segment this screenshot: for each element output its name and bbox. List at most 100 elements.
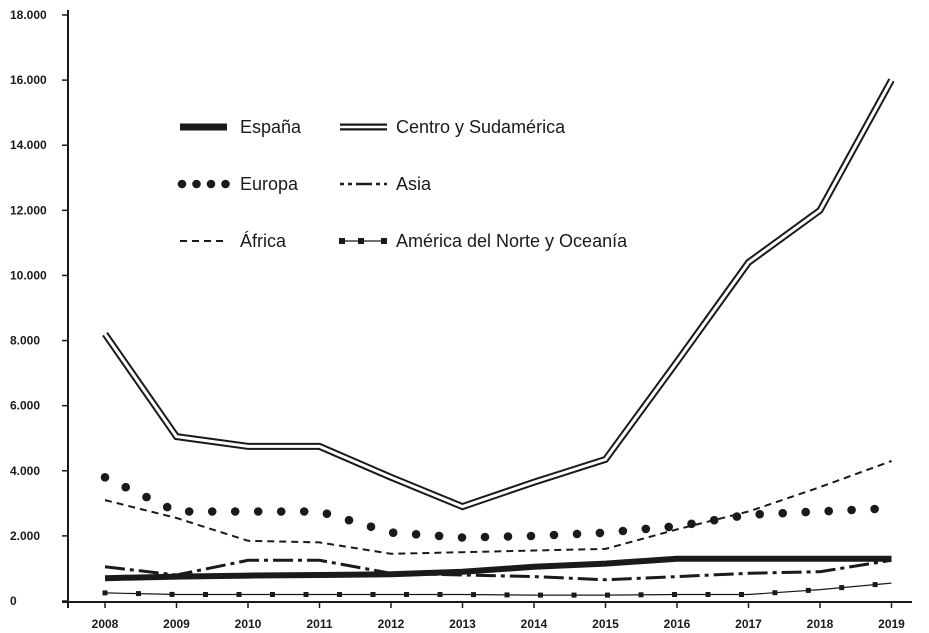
series-marker-america-norte-oceania	[203, 592, 208, 597]
series-dot-europa	[253, 507, 263, 516]
x-tick-label: 2016	[664, 617, 691, 631]
series-marker-america-norte-oceania	[638, 592, 644, 598]
y-ticks: 0 2.000 4.000 6.000 8.000 10.000 12.000 14.000 1…	[10, 8, 68, 608]
legend-label: Asia	[396, 174, 432, 194]
series-line-espana	[104, 555, 892, 582]
series-dot-europa	[526, 531, 536, 541]
x-tick-label: 2015	[592, 617, 619, 631]
x-tick-label: 2017	[735, 617, 762, 631]
legend-item: Centro y Sudamérica	[339, 117, 566, 137]
series-dot-europa	[411, 530, 421, 539]
series-marker-america-norte-oceania	[672, 592, 677, 597]
series-dot-europa	[778, 508, 787, 518]
series-marker-america-norte-oceania	[571, 592, 577, 598]
series-marker-america-norte-oceania	[437, 592, 443, 597]
series-1	[102, 78, 895, 511]
legend-swatch-dot	[177, 179, 187, 189]
series-marker-america-norte-oceania	[337, 592, 342, 597]
series-dot-europa	[184, 507, 194, 516]
series-marker-america-norte-oceania	[605, 592, 610, 598]
series-dot-europa	[299, 507, 309, 516]
series-dot-europa	[801, 507, 810, 517]
legend-label: África	[240, 231, 287, 251]
y-tick-label: 4.000	[10, 464, 40, 478]
series-dot-europa	[230, 507, 240, 516]
series-dot-europa	[162, 502, 172, 512]
x-tick-label: 2014	[521, 617, 548, 631]
series-dot-europa	[732, 512, 742, 521]
x-tick-label: 2012	[378, 617, 405, 631]
series-marker-america-norte-oceania	[471, 592, 476, 598]
series-marker-america-norte-oceania	[839, 585, 845, 591]
y-tick-label: 12.000	[10, 203, 47, 217]
series-marker-america-norte-oceania	[370, 592, 376, 597]
series-dot-europa	[121, 482, 130, 492]
series-dot-europa	[755, 509, 764, 519]
y-tick-label: 16.000	[10, 73, 47, 87]
x-tick-label: 2011	[306, 617, 332, 631]
x-tick-label: 2008	[92, 617, 119, 631]
series-2	[100, 473, 892, 542]
legend-swatch-dot	[221, 179, 230, 189]
y-tick-label: 18.000	[10, 8, 47, 22]
series-marker-america-norte-oceania	[102, 590, 108, 596]
series-dot-europa	[344, 515, 354, 525]
legend-swatch-marker	[381, 238, 387, 244]
series-marker-america-norte-oceania	[404, 592, 409, 597]
series-path-europa	[105, 477, 892, 537]
y-tick-label: 14.000	[10, 138, 47, 152]
series-dot-europa	[641, 524, 651, 534]
series-dot-europa	[847, 505, 856, 515]
series-dot-europa	[549, 530, 559, 540]
legend-item: América del Norte y Oceanía	[339, 231, 628, 251]
series-dot-europa	[100, 473, 110, 482]
series-dot-europa	[434, 531, 444, 541]
series-marker-america-norte-oceania	[705, 592, 711, 597]
legend-label: Centro y Sudamérica	[396, 117, 566, 137]
legend-swatch-dot	[206, 179, 216, 189]
series-marker-america-norte-oceania	[772, 590, 778, 596]
series-dot-europa	[388, 528, 398, 537]
series-dot-europa	[572, 529, 582, 539]
series-marker-america-norte-oceania	[805, 587, 811, 593]
series-0	[104, 555, 892, 582]
series-marker-america-norte-oceania	[739, 592, 744, 597]
legend-swatch-dot	[192, 179, 201, 189]
x-tick-label: 2019	[878, 617, 905, 631]
series-5	[102, 582, 892, 598]
series-dot-europa	[595, 528, 605, 538]
series-dot-europa	[618, 526, 628, 536]
series-line-america-norte-oceania	[104, 582, 892, 596]
series-marker-america-norte-oceania	[872, 582, 878, 588]
series-marker-america-norte-oceania	[538, 592, 543, 598]
legend-item: España	[180, 117, 302, 137]
x-tick-label: 2009	[163, 617, 190, 631]
series-dot-europa	[824, 506, 833, 516]
series-dot-europa	[457, 533, 467, 542]
series-line-africa	[104, 460, 892, 555]
series-dot-europa	[322, 509, 332, 518]
series-dot-europa	[503, 532, 513, 541]
series-dot-europa	[870, 504, 879, 514]
x-tick-label: 2018	[807, 617, 834, 631]
series-dot-europa	[366, 522, 376, 531]
y-tick-label: 8.000	[10, 334, 40, 348]
series-dot-europa	[709, 515, 719, 525]
y-tick-label: 6.000	[10, 399, 40, 413]
series-dot-europa	[142, 492, 151, 502]
series-marker-america-norte-oceania	[504, 592, 510, 598]
legend: España Centro y Sudamérica Europa Asia Áfric…	[177, 117, 628, 251]
series-line-asia	[104, 558, 892, 582]
y-tick-label: 2.000	[10, 529, 40, 543]
series-line-centro-sudamerica-inner	[103, 79, 893, 509]
series-4	[104, 460, 892, 555]
legend-item: Asia	[340, 174, 432, 194]
x-tick-label: 2010	[235, 617, 262, 631]
legend-label: América del Norte y Oceanía	[396, 231, 628, 251]
series-dot-europa	[276, 507, 286, 516]
series-marker-america-norte-oceania	[169, 591, 175, 597]
series-marker-america-norte-oceania	[136, 591, 141, 597]
series-dot-europa	[664, 522, 673, 532]
series-3	[104, 558, 892, 582]
